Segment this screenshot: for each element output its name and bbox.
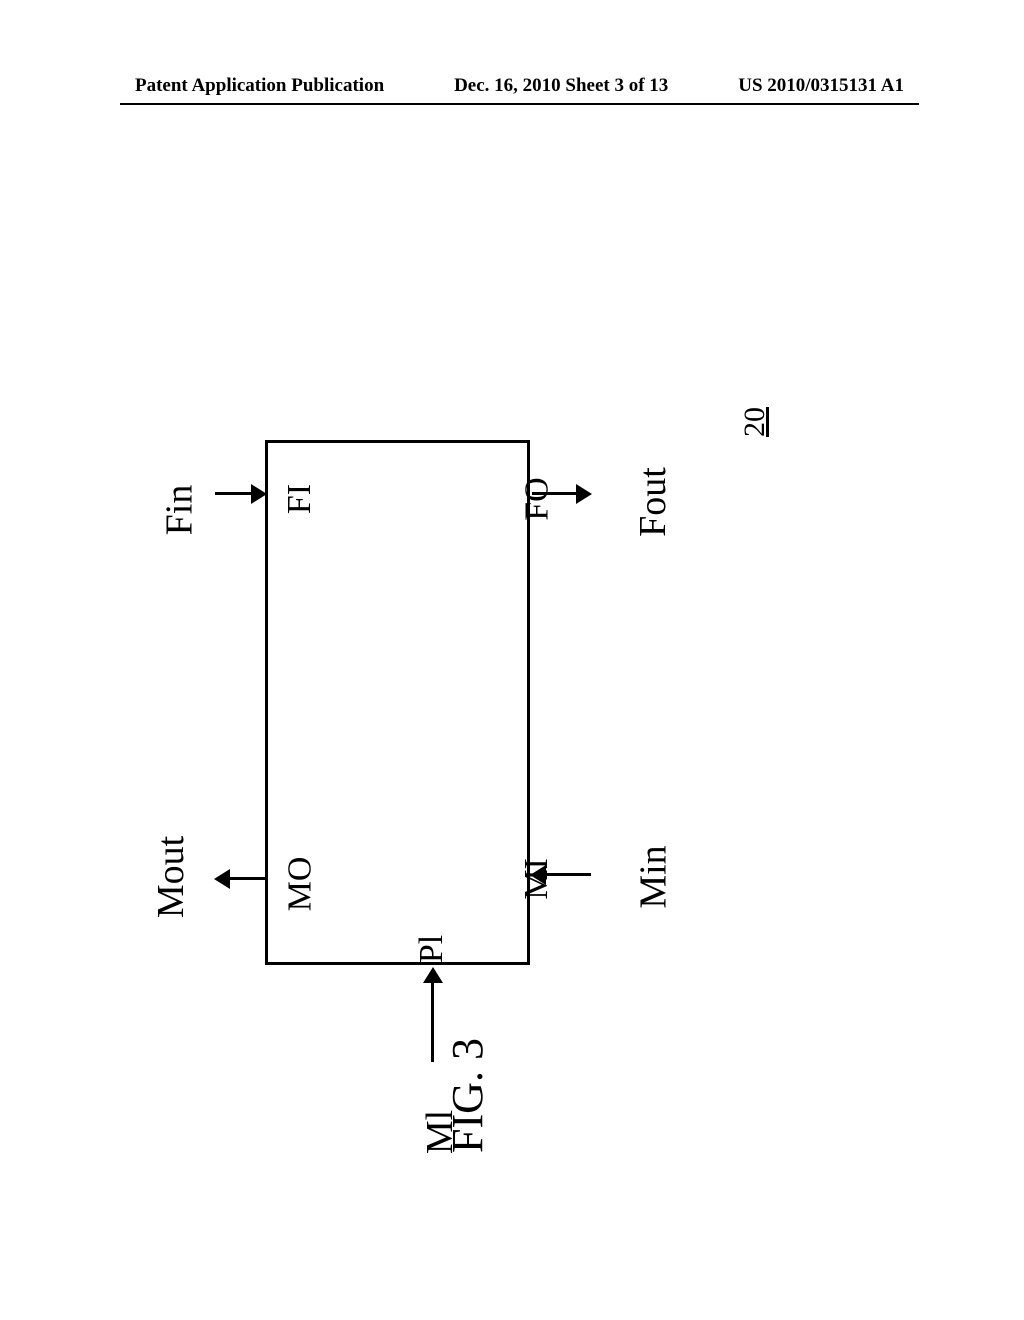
port-fo: FO — [519, 477, 557, 520]
header-left: Patent Application Publication — [135, 75, 384, 97]
port-pl: Pl — [413, 935, 451, 963]
signal-fin: Fin — [157, 485, 201, 536]
arrow-fout — [532, 492, 578, 495]
arrow-mout — [228, 877, 266, 880]
port-fi: FI — [281, 484, 319, 514]
port-mo: MO — [281, 857, 319, 912]
reference-number: 20 — [738, 407, 772, 437]
figure-content: 20 FI MO FO MI Pl Fin Mout Fout Min Ml — [0, 200, 1024, 1240]
block-diagram: FI MO FO MI Pl Fin Mout Fout Min Ml — [180, 440, 800, 1140]
page: Patent Application Publication Dec. 16, … — [0, 0, 1024, 1320]
arrow-ml-head — [423, 967, 443, 983]
header-rule — [120, 103, 919, 105]
signal-mout: Mout — [149, 836, 193, 918]
arrow-fin-head — [251, 484, 267, 504]
arrow-min — [545, 873, 591, 876]
arrow-min-head — [530, 865, 546, 885]
arrow-fout-head — [576, 484, 592, 504]
signal-min: Min — [632, 845, 676, 908]
header-center: Dec. 16, 2010 Sheet 3 of 13 — [454, 75, 668, 97]
arrow-ml — [431, 982, 434, 1062]
page-header: Patent Application Publication Dec. 16, … — [0, 75, 1024, 97]
arrow-mout-head — [214, 869, 230, 889]
figure-label: FIG. 3 — [442, 1038, 493, 1153]
header-right: US 2010/0315131 A1 — [738, 75, 904, 97]
signal-fout: Fout — [631, 467, 675, 537]
arrow-fin — [215, 492, 253, 495]
